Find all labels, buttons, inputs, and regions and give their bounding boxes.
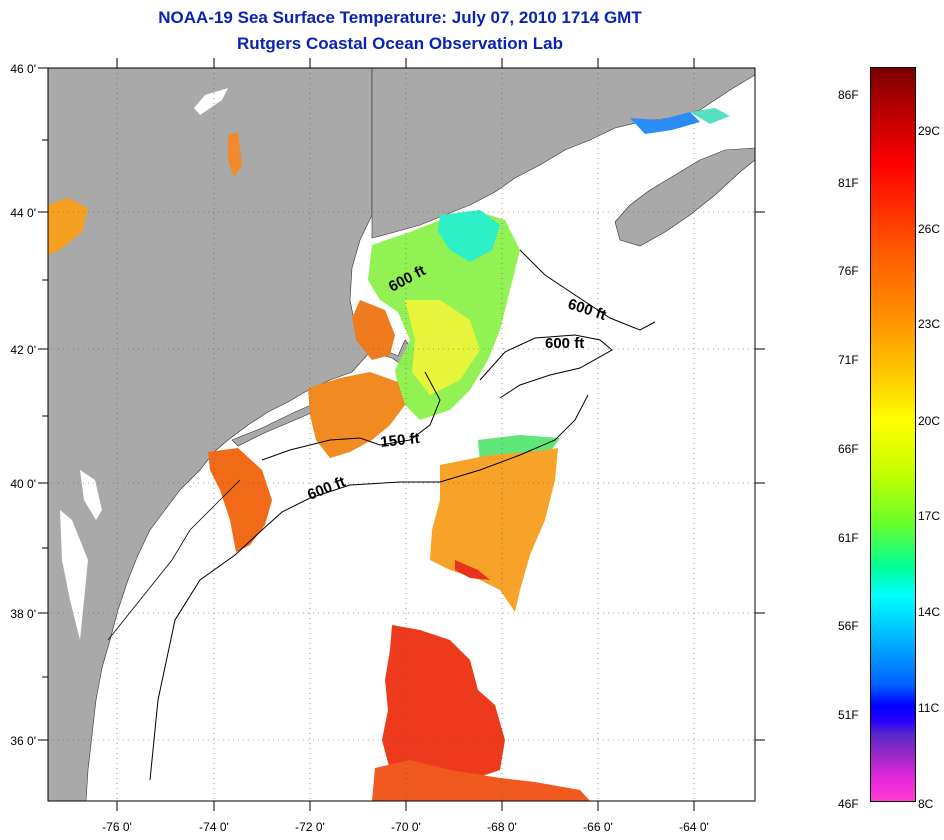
colorbar-label-f: 76F (838, 264, 859, 278)
lon-label: -76 0' (102, 820, 132, 834)
colorbar-label-f: 81F (838, 176, 859, 190)
colorbar-label-c: 26C (918, 222, 941, 236)
sst-offshore-red (382, 625, 505, 790)
lon-label: -74 0' (199, 820, 229, 834)
map-subtitle: Rutgers Coastal Ocean Observation Lab (237, 34, 563, 53)
contour-600ft-south (149, 394, 589, 781)
bay-chesapeake (80, 470, 102, 520)
sst-bay-of-fundy-blue (630, 112, 700, 134)
colorbar-label-c: 20C (918, 414, 941, 428)
lon-label: -66 0' (583, 820, 613, 834)
contour-label: 600 ft (545, 335, 584, 352)
lon-label: -70 0' (391, 820, 421, 834)
colorbar-label-f: 71F (838, 353, 859, 367)
colorbar-label-c: 17C (918, 509, 941, 523)
colorbar-label-c: 8C (918, 797, 934, 811)
colorbar-label-c: 14C (918, 605, 941, 619)
lake (194, 88, 228, 115)
contour-label: 150 ft (380, 430, 421, 451)
map-title: NOAA-19 Sea Surface Temperature: July 07… (158, 8, 642, 27)
land-nova-scotia (614, 147, 756, 247)
contour-600ft-gom (519, 249, 656, 331)
lon-label: -64 0' (679, 820, 709, 834)
sst-gulf-of-maine-yellow (405, 300, 480, 395)
colorbar-label-c: 11C (918, 701, 940, 715)
lon-label: -68 0' (487, 820, 517, 834)
temperature-colorbar (870, 67, 916, 802)
graticule (48, 68, 755, 801)
lon-ticks (116, 58, 695, 811)
colorbar-label-c: 29C (918, 124, 941, 138)
lat-ticks (38, 67, 765, 741)
land-maine (371, 67, 756, 239)
sst-southern-new-england (308, 372, 405, 458)
sst-gulf-of-maine-cyan (438, 210, 500, 262)
colorbar-label-f: 56F (838, 619, 859, 633)
sst-offshore-south-orange (372, 760, 590, 801)
bay-chesapeake-lower (60, 510, 88, 640)
lat-label: 42 0' (10, 343, 36, 357)
contour-150ft (261, 371, 441, 461)
contour-600ft-east (479, 334, 613, 399)
colorbar-label-f: 51F (838, 708, 859, 722)
lon-labels: -76 0' -74 0' -72 0' -70 0' -68 0' -66 0… (102, 820, 709, 834)
sst-georges-red (455, 560, 490, 580)
sst-cape-orange (352, 300, 395, 360)
sst-lake-champlain (228, 132, 242, 178)
colorbar-label-f: 46F (838, 797, 859, 811)
map-frame (47, 67, 756, 802)
contour-shelf-inner (107, 479, 241, 641)
lat-label: 44 0' (10, 206, 36, 220)
lat-labels: 46 0' 44 0' 42 0' 40 0' 38 0' 36 0' (10, 62, 36, 748)
colorbar-label-c: 23C (918, 317, 941, 331)
lat-label: 46 0' (10, 62, 36, 76)
colorbar-label-f: 86F (838, 88, 859, 102)
colorbar-label-f: 66F (838, 442, 859, 456)
sst-fundy-cyan (690, 108, 730, 124)
sst-new-jersey (208, 448, 272, 552)
lon-label: -72 0' (295, 820, 325, 834)
lat-label: 40 0' (10, 477, 36, 491)
lat-label: 36 0' (10, 734, 36, 748)
lat-label: 38 0' (10, 607, 36, 621)
colorbar-label-f: 61F (838, 531, 859, 545)
